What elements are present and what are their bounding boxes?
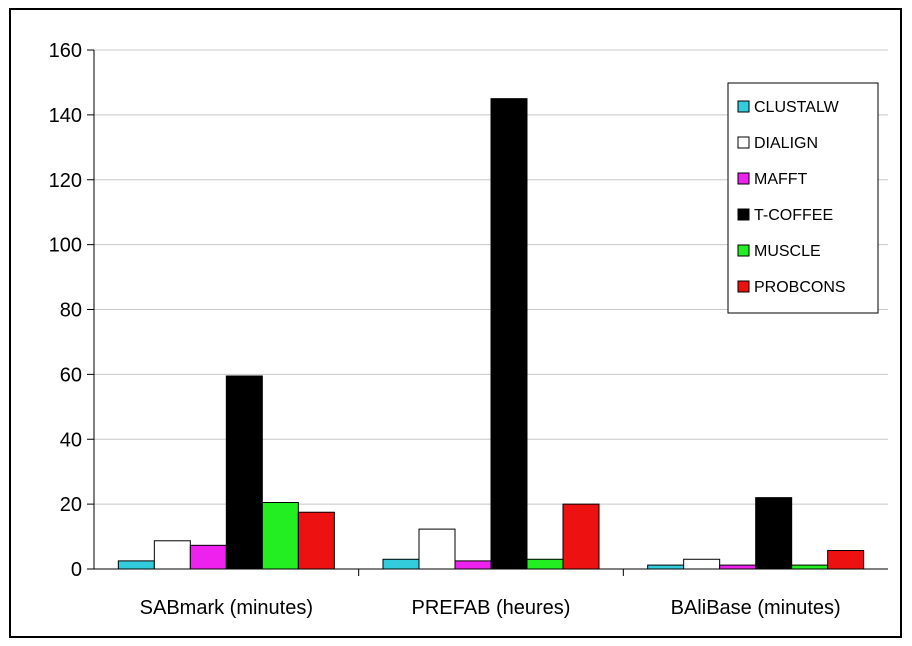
bar-probcons <box>297 511 335 570</box>
y-tick-label: 60 <box>60 364 82 386</box>
bar-clustalw <box>117 560 155 570</box>
bar-t-coffee <box>755 497 793 570</box>
y-tick-label: 20 <box>60 494 82 516</box>
bar-muscle <box>791 564 829 570</box>
y-tick-label: 140 <box>49 105 82 127</box>
legend-swatch <box>737 208 750 221</box>
legend-label: T-COFFEE <box>754 207 833 224</box>
bar-dialign <box>418 528 456 570</box>
bar-mafft <box>189 544 227 570</box>
legend-swatch <box>737 172 750 185</box>
bar-mafft <box>454 560 492 570</box>
bar-dialign <box>153 540 191 570</box>
bar-clustalw <box>647 564 685 570</box>
y-tick-label: 160 <box>49 40 82 62</box>
legend-box <box>727 82 879 314</box>
bar-dialign <box>683 558 721 570</box>
y-tick-label: 40 <box>60 429 82 451</box>
x-category-label: BAliBase (minutes) <box>671 597 841 619</box>
legend-swatch <box>737 136 750 149</box>
bar-t-coffee <box>225 375 263 570</box>
legend-label: DIALIGN <box>754 135 818 152</box>
legend-label: MAFFT <box>754 171 808 188</box>
bar-probcons <box>562 503 600 570</box>
y-tick-label: 0 <box>71 559 82 581</box>
y-tick-label: 100 <box>49 235 82 257</box>
legend-swatch <box>737 280 750 293</box>
y-tick-label: 120 <box>49 170 82 192</box>
bar-muscle <box>526 558 564 570</box>
bar-clustalw <box>382 558 420 570</box>
bar-muscle <box>261 502 299 570</box>
bar-mafft <box>719 564 757 570</box>
x-category-label: PREFAB (heures) <box>412 597 571 619</box>
legend-label: PROBCONS <box>754 279 846 296</box>
legend-label: MUSCLE <box>754 243 821 260</box>
y-tick-label: 80 <box>60 300 82 322</box>
bar-t-coffee <box>490 98 528 570</box>
x-category-label: SABmark (minutes) <box>140 597 313 619</box>
legend-label: CLUSTALW <box>754 99 840 116</box>
bar-probcons <box>827 550 865 570</box>
legend-swatch <box>737 244 750 257</box>
legend-swatch <box>737 100 750 113</box>
